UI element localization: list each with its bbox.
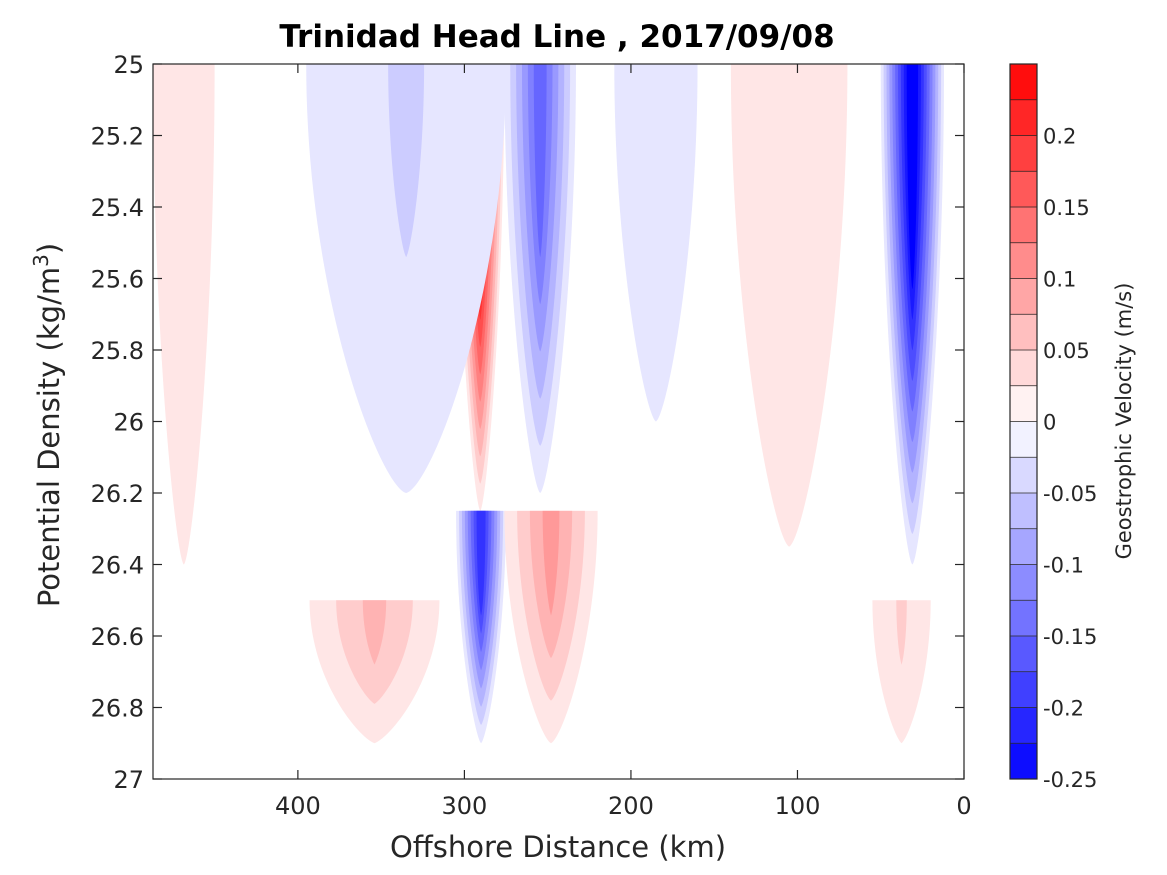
contour-band [542, 510, 560, 616]
colorbar-tick-label: -0.25 [1043, 768, 1097, 792]
contour-feature-9 [153, 64, 215, 565]
contour-band [153, 64, 215, 565]
y-tick-label: 25.6 [91, 266, 144, 294]
colorbar-tick-label: -0.2 [1043, 697, 1084, 721]
contour-band [533, 64, 547, 258]
contour-feature-10 [872, 600, 931, 744]
colorbar-segment [1010, 707, 1037, 744]
y-tick-label: 25.4 [91, 194, 144, 222]
y-tick-label: 26.2 [91, 480, 144, 508]
contour-feature-5 [880, 64, 945, 565]
colorbar-segment [1010, 278, 1037, 315]
y-axis: 25 25.2 25.4 25.6 25.8 26 26.2 26.4 26.6 26.8 27 [91, 51, 964, 794]
x-tick-label: 200 [608, 792, 654, 820]
contour-feature-3 [504, 64, 576, 493]
contour-feature-7 [504, 510, 598, 744]
colorbar-segment [1010, 171, 1037, 208]
y-axis-label-main: Potential Density (kg/m [32, 267, 66, 607]
colorbar-segment [1010, 242, 1037, 279]
colorbar-segment [1010, 528, 1037, 565]
colorbar-label: Geostrophic Velocity (m/s) [1112, 283, 1136, 560]
y-tick-label: 26 [113, 409, 144, 437]
colorbar-segment [1010, 564, 1037, 601]
contour-feature-8 [309, 600, 440, 744]
colorbar-segment [1010, 64, 1037, 101]
contour-band [614, 64, 698, 422]
contour-band [388, 64, 425, 258]
x-tick-label: 400 [275, 792, 321, 820]
y-axis-label-suffix: ) [32, 243, 66, 254]
colorbar-segment [1010, 421, 1037, 458]
colorbar-tick-label: -0.1 [1043, 554, 1084, 578]
y-tick-label: 26.8 [91, 695, 144, 723]
contour-band [362, 600, 387, 665]
colorbar-segment [1010, 385, 1037, 422]
colorbar-segment [1010, 207, 1037, 244]
y-tick-label: 26.4 [91, 552, 144, 580]
colorbar: -0.25 -0.2 -0.15 -0.1 -0.05 0 0.05 0.1 0.15 0.2 [1009, 63, 1097, 792]
contour-feature-6 [456, 510, 507, 744]
contour-feature-11 [730, 64, 848, 547]
y-axis-label: Potential Density (kg/m3) [29, 243, 66, 607]
x-tick-label: 100 [775, 792, 821, 820]
colorbar-tick-label: 0.15 [1043, 196, 1090, 220]
contour-layers [153, 64, 945, 744]
chart-title: Trinidad Head Line , 2017/09/08 [279, 19, 834, 55]
colorbar-segment [1010, 457, 1037, 494]
colorbar-segment [1010, 135, 1037, 172]
y-tick-label: 25.2 [91, 123, 144, 151]
contour-band [306, 64, 507, 493]
colorbar-tick-label: 0 [1043, 411, 1056, 435]
colorbar-frame [1009, 63, 1038, 780]
colorbar-tick-label: -0.05 [1043, 482, 1097, 506]
x-axis: 400 300 200 100 0 [275, 64, 972, 820]
y-tick-label: 27 [113, 766, 144, 794]
colorbar-segment [1010, 636, 1037, 673]
colorbar-segment [1010, 314, 1037, 351]
colorbar-segment [1010, 99, 1037, 136]
y-tick-label: 25 [113, 51, 144, 79]
contour-feature-12 [614, 64, 698, 422]
y-tick-label: 25.8 [91, 337, 144, 365]
colorbar-segment [1010, 600, 1037, 637]
colorbar-tick-label: 0.05 [1043, 339, 1090, 363]
colorbar-segment [1010, 743, 1037, 780]
colorbar-segment [1010, 350, 1037, 387]
x-tick-label: 0 [956, 792, 971, 820]
y-axis-label-superscript: 3 [29, 254, 53, 267]
contour-band [896, 600, 907, 665]
contour-band [872, 600, 931, 744]
colorbar-tick-label: 0.2 [1043, 125, 1076, 149]
colorbar-tick-label: 0.1 [1043, 268, 1076, 292]
colorbar-segment [1010, 493, 1037, 530]
colorbar-tick-label: -0.15 [1043, 625, 1097, 649]
contour-band [906, 64, 919, 290]
y-tick-label: 26.6 [91, 623, 144, 651]
contour-feature-4 [306, 64, 507, 493]
contour-band [730, 64, 848, 547]
x-tick-label: 300 [442, 792, 488, 820]
colorbar-segment [1010, 671, 1037, 708]
x-axis-label: Offshore Distance (km) [390, 830, 726, 864]
contour-band [476, 510, 486, 616]
